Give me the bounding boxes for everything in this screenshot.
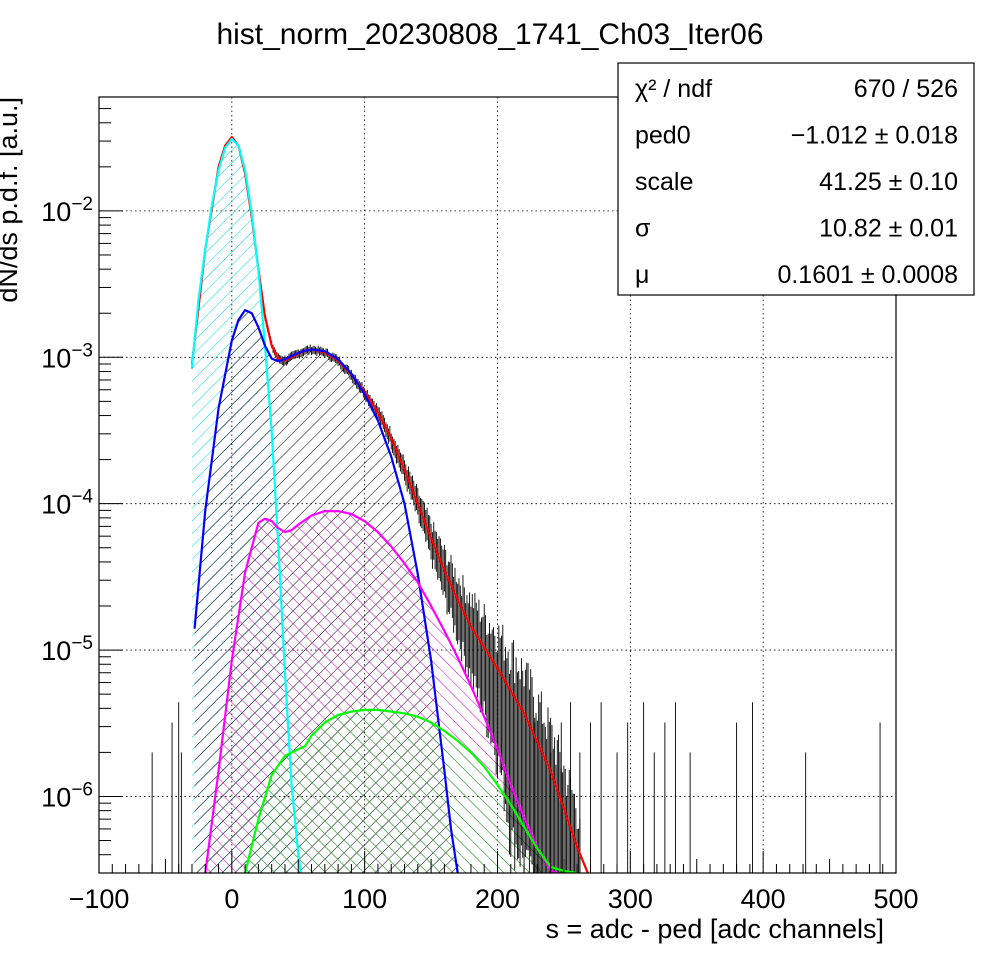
series-fill-4	[245, 709, 578, 873]
stats-box-frame	[617, 62, 975, 296]
stats-value: 0.1601 ± 0.0008	[777, 261, 958, 289]
fit-curves	[190, 135, 589, 873]
stats-label: μ	[635, 261, 649, 289]
chart-title: hist_norm_20230808_1741_Ch03_Iter06	[216, 18, 763, 51]
y-tick-label: 10−3	[41, 340, 93, 373]
stats-label: scale	[635, 168, 693, 196]
stats-box: χ² / ndf 670 / 526 ped0 −1.012 ± 0.018 scale…	[617, 62, 975, 296]
stats-value: 10.82 ± 0.01	[819, 215, 958, 243]
y-tick-label: 10−6	[41, 779, 93, 812]
stats-label: ped0	[635, 122, 691, 150]
series-fills	[192, 139, 578, 873]
y-axis-label: dN/ds p.d.f. [a.u.]	[0, 97, 23, 303]
x-tick-label: 200	[475, 884, 520, 914]
x-tick-label: 400	[741, 884, 786, 914]
series-curve-3	[204, 510, 558, 873]
y-tick-label: 10−2	[41, 194, 93, 227]
series-curve-1	[190, 137, 302, 873]
stats-value: 670 / 526	[854, 75, 958, 103]
stats-label: χ² / ndf	[635, 75, 712, 103]
stats-value: 41.25 ± 0.10	[819, 168, 958, 196]
x-tick-label: 500	[873, 884, 918, 914]
x-tick-label: −100	[69, 884, 130, 914]
series-curve-2	[193, 309, 459, 873]
y-tick-label: 10−4	[41, 487, 93, 520]
y-tick-label: 10−5	[41, 633, 93, 666]
series-curve-4	[244, 708, 578, 873]
axis-ticks: −100 0 100 200 300 400 500 10−6 10−5 10−4 10−3 10−2	[41, 96, 919, 914]
x-tick-label: 300	[608, 884, 653, 914]
stats-value: −1.012 ± 0.018	[791, 122, 958, 150]
x-tick-label: 0	[224, 884, 239, 914]
x-tick-label: 100	[342, 884, 387, 914]
x-axis-label: s = adc - ped [adc channels]	[546, 914, 884, 944]
stats-label: σ	[635, 215, 651, 243]
